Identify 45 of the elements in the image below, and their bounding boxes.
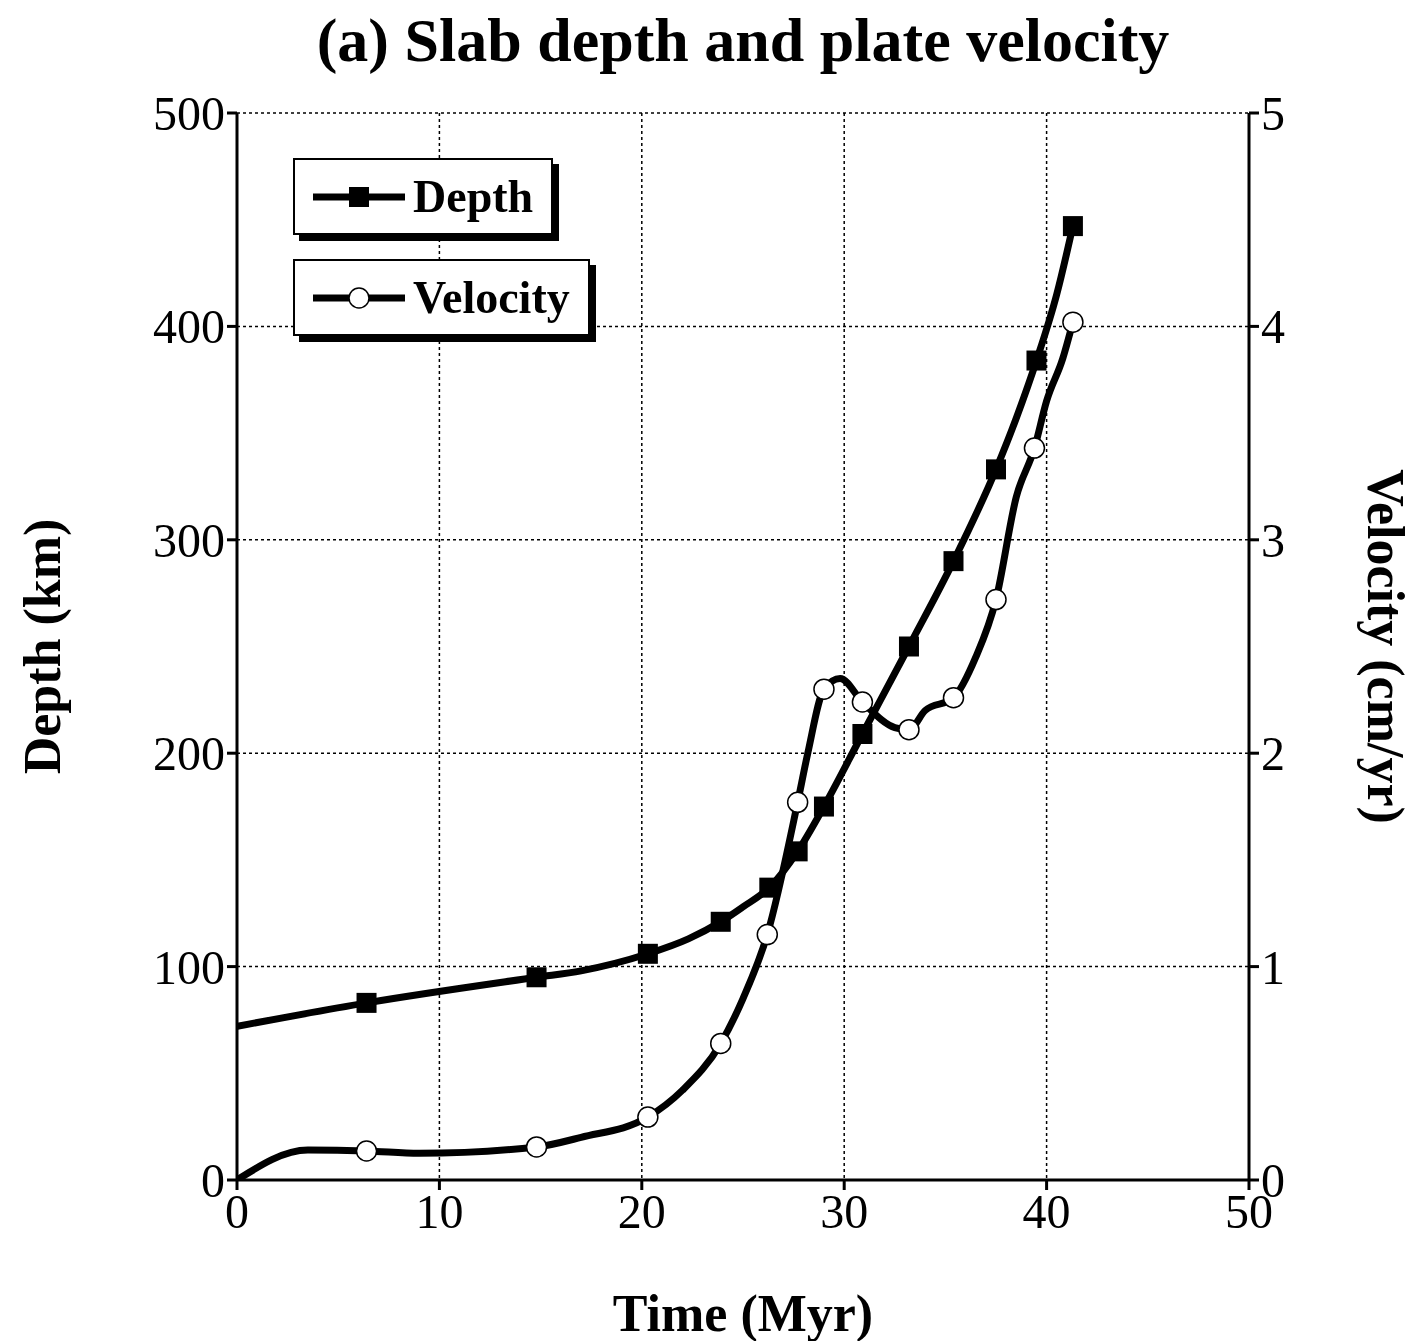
point [710,911,731,932]
point [898,636,919,657]
legend-label: Depth [413,170,534,223]
point [986,459,1006,480]
point [786,791,809,814]
point [985,588,1007,611]
chart-title: (a) Slab depth and plate velocity [315,5,1171,76]
point [943,551,964,572]
point [1023,437,1046,459]
point [1026,350,1047,371]
point [709,1032,732,1055]
point [356,992,377,1013]
y-tick-label: 500 [153,87,225,141]
point [1062,311,1084,333]
legend-label: Velocity [413,271,570,324]
point [637,943,658,964]
y-tick-label: 100 [153,940,225,994]
point [813,678,835,700]
point [759,877,780,898]
x-tick-label: 10 [415,1185,464,1239]
point [355,1140,378,1162]
y-tick-label: 400 [153,300,225,354]
y2-tick-label: 4 [1261,300,1285,354]
y2-tick-label: 1 [1261,940,1285,994]
y2-tick-label: 5 [1261,87,1285,141]
y-tick-label: 300 [153,513,225,567]
point [813,796,834,817]
point [898,718,920,741]
x-tick-label: 30 [820,1185,869,1239]
point [942,686,965,709]
point [1062,216,1083,237]
point [525,1136,548,1158]
point [637,1106,659,1128]
y2-axis-title: Velocity (cm/yr) [1355,469,1414,824]
point [851,691,874,713]
point [526,967,547,988]
y2-tick-label: 2 [1261,727,1285,781]
x-tick-label: 20 [617,1185,666,1239]
y2-tick-label: 3 [1261,513,1285,567]
point [852,723,873,744]
y-tick-label: 200 [153,727,225,781]
point [787,841,808,862]
y-axis-title: Depth (km) [14,518,73,775]
x-tick-label: 40 [1022,1185,1071,1239]
point [756,923,779,946]
